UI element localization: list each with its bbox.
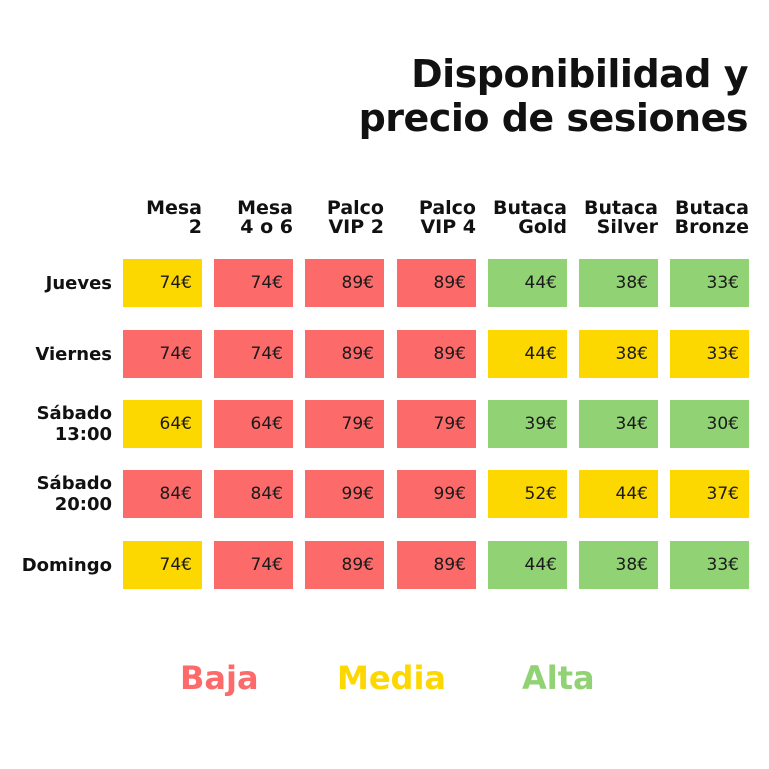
price-cell: 38€	[579, 541, 658, 589]
price-cell: 64€	[214, 400, 293, 448]
row-label-line: 13:00	[54, 424, 112, 445]
row-label-4: Domingo	[0, 555, 112, 576]
column-header-line: Bronze	[674, 216, 749, 238]
price-cell: 99€	[397, 470, 476, 518]
price-cell: 89€	[397, 541, 476, 589]
column-header-line: VIP 2	[328, 216, 384, 238]
row-label-0: Jueves	[0, 273, 112, 294]
price-cell: 99€	[305, 470, 384, 518]
column-header-1: Mesa 4 o 6	[193, 199, 293, 237]
price-cell: 84€	[214, 470, 293, 518]
price-cell: 38€	[579, 330, 658, 378]
price-cell: 89€	[305, 330, 384, 378]
row-label-line: Viernes	[35, 343, 112, 365]
column-header-2: Palco VIP 2	[284, 199, 384, 237]
price-cell: 74€	[123, 330, 202, 378]
row-label-2: Sábado 13:00	[0, 403, 112, 445]
row-label-line: Jueves	[45, 272, 112, 294]
price-cell: 74€	[123, 259, 202, 307]
legend-item-alta: Alta	[522, 659, 595, 697]
price-cell: 44€	[579, 470, 658, 518]
column-header-line: Palco	[326, 197, 384, 219]
price-cell: 74€	[214, 259, 293, 307]
price-cell: 44€	[488, 259, 567, 307]
row-label-3: Sábado 20:00	[0, 473, 112, 515]
column-header-6: Butaca Bronze	[649, 199, 749, 237]
price-cell: 89€	[305, 259, 384, 307]
price-cell: 30€	[670, 400, 749, 448]
column-header-line: Palco	[418, 197, 476, 219]
price-cell: 33€	[670, 259, 749, 307]
row-label-1: Viernes	[0, 344, 112, 365]
column-header-line: 2	[188, 216, 202, 238]
price-cell: 64€	[123, 400, 202, 448]
column-header-3: Palco VIP 4	[376, 199, 476, 237]
price-cell: 38€	[579, 259, 658, 307]
price-cell: 33€	[670, 330, 749, 378]
row-label-line: 20:00	[54, 494, 112, 515]
price-cell: 52€	[488, 470, 567, 518]
price-cell: 74€	[214, 330, 293, 378]
column-header-4: Butaca Gold	[467, 199, 567, 237]
column-header-line: Gold	[518, 216, 567, 238]
column-header-line: Mesa	[146, 197, 202, 219]
chart-title-line-2: precio de sesiones	[358, 96, 749, 140]
price-cell: 89€	[305, 541, 384, 589]
price-cell: 34€	[579, 400, 658, 448]
row-label-line: Sábado	[36, 403, 112, 424]
chart-title-line-1: Disponibilidad y	[411, 52, 748, 96]
price-cell: 74€	[123, 541, 202, 589]
column-header-0: Mesa 2	[102, 199, 202, 237]
column-header-line: Mesa	[237, 197, 293, 219]
legend-item-media: Media	[337, 659, 447, 697]
price-cell: 44€	[488, 330, 567, 378]
price-cell: 44€	[488, 541, 567, 589]
price-cell: 39€	[488, 400, 567, 448]
price-cell: 74€	[214, 541, 293, 589]
column-header-line: Butaca	[493, 197, 567, 219]
row-label-line: Domingo	[21, 554, 112, 576]
column-header-line: Butaca	[675, 197, 749, 219]
column-header-line: Butaca	[584, 197, 658, 219]
column-header-line: 4 o 6	[240, 216, 293, 238]
price-cell: 79€	[305, 400, 384, 448]
price-cell: 79€	[397, 400, 476, 448]
price-cell: 84€	[123, 470, 202, 518]
price-cell: 33€	[670, 541, 749, 589]
column-header-5: Butaca Silver	[558, 199, 658, 237]
chart-title: Disponibilidad y precio de sesiones	[328, 52, 749, 140]
row-label-line: Sábado	[36, 473, 112, 494]
legend-item-baja: Baja	[180, 659, 259, 697]
column-header-line: Silver	[596, 216, 658, 238]
column-header-line: VIP 4	[420, 216, 476, 238]
price-cell: 89€	[397, 259, 476, 307]
price-cell: 89€	[397, 330, 476, 378]
price-cell: 37€	[670, 470, 749, 518]
